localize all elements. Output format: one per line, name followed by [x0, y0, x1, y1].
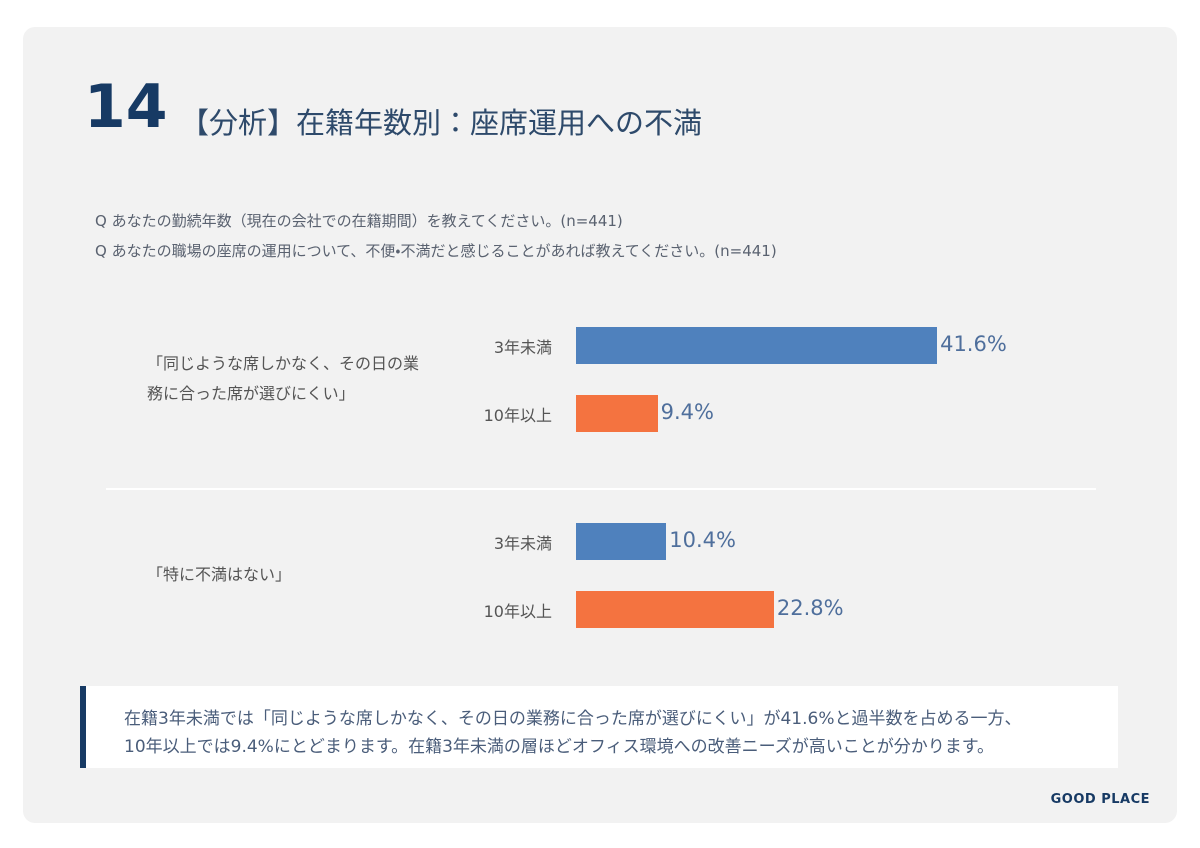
question: Q あなたの職場の座席の運用について、不便・不満だと感じることがあれば教えてくだ…	[95, 242, 777, 260]
note-line: 在籍3年未満では「同じような席しかなく、その日の業務に合った席が選びにくい」が4…	[124, 709, 1022, 729]
slide-title: 【分析】在籍年数別：座席運用への不満	[180, 106, 703, 140]
bar	[576, 591, 774, 628]
bar	[576, 523, 667, 560]
note-line: 10年以上では9.4%にとどまります。在籍3年未満の層ほどオフィス環境への改善ニ…	[124, 737, 995, 757]
series-label: 10年以上	[483, 602, 552, 621]
series-label: 3年未満	[493, 338, 552, 357]
separator	[106, 488, 1096, 490]
note-box: 在籍3年未満では「同じような席しかなく、その日の業務に合った席が選びにくい」が4…	[80, 686, 1118, 768]
category-label: 「同じような席しかなく、その日の業務に合った席が選びにくい」	[147, 354, 420, 403]
category-label: 「特に不満はない」	[147, 565, 292, 584]
series-label: 10年以上	[483, 406, 552, 425]
value-label: 10.4%	[669, 528, 736, 552]
brand: GOOD PLACE	[1050, 792, 1150, 807]
value-label: 22.8%	[776, 596, 844, 620]
value-label: 9.4%	[660, 400, 714, 424]
slide-number: 14	[84, 72, 168, 142]
question: Q あなたの勤続年数（現在の会社での在籍期間）を教えてください。(n=441)	[95, 212, 623, 230]
bar	[576, 395, 658, 432]
series-label: 3年未満	[493, 534, 552, 553]
value-label: 41.6%	[940, 332, 1007, 356]
bar	[576, 327, 938, 364]
